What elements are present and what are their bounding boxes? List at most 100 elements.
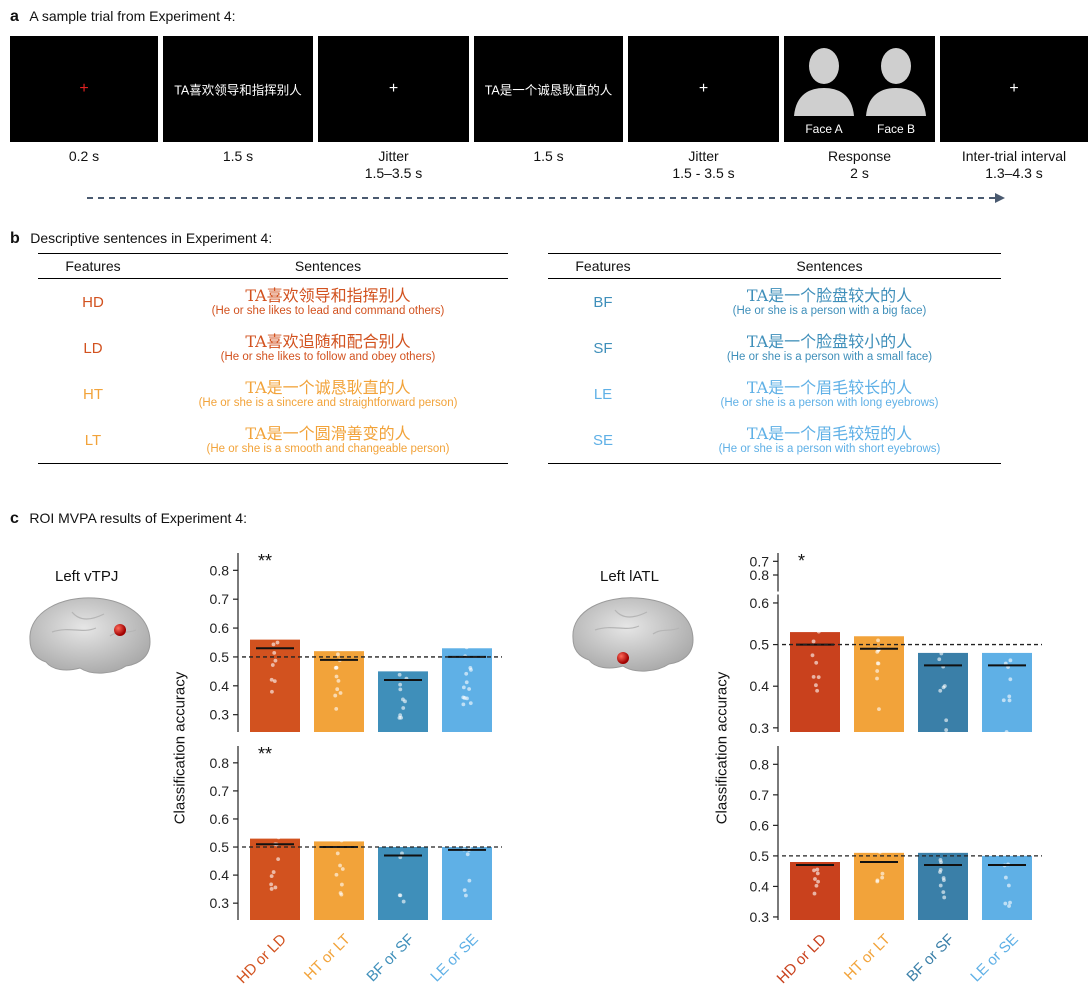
chart-vtpj-current: 0.30.40.50.60.70.8**Current sentence	[210, 744, 502, 920]
subject-dot	[814, 683, 818, 688]
bar-ht-or-lt	[314, 651, 364, 732]
timing-duration: 1.5 s	[222, 148, 254, 164]
sentence-cell: TA是一个脸盘较小的人 (He or she is a person with a…	[658, 325, 1001, 371]
subject-dot	[275, 640, 280, 645]
subject-dot	[940, 594, 945, 599]
subject-dot	[876, 837, 881, 841]
subject-dot	[339, 838, 344, 843]
subject-dot	[815, 871, 820, 876]
y-tick-label: 0.4	[210, 678, 230, 694]
timing-range: 1.5 - 3.5 s	[672, 165, 735, 181]
timing-duration: 1.5 s	[533, 148, 564, 164]
subject-dot	[339, 882, 344, 887]
subject-dot	[271, 604, 276, 609]
subject-dot	[939, 628, 944, 633]
subject-dot	[275, 597, 280, 602]
y-tick-label: 0.8	[750, 567, 770, 583]
subject-dot	[1003, 875, 1008, 880]
subject-dot	[811, 841, 816, 846]
subject-dot	[875, 650, 880, 654]
subject-dot	[269, 882, 274, 887]
trial-frame-2: TA喜欢领导和指挥别人	[163, 36, 313, 142]
col-header-features: Features	[548, 253, 658, 279]
subject-dot	[270, 689, 274, 694]
subject-dot	[880, 871, 885, 876]
subject-dot	[1007, 694, 1012, 699]
subject-dot	[273, 658, 278, 663]
subject-dot	[461, 685, 466, 690]
panel-c-header: c ROI MVPA results of Experiment 4:	[10, 510, 247, 528]
subject-dot	[466, 624, 471, 629]
subject-dot	[333, 693, 338, 698]
x-category-label: BF or SF	[363, 931, 417, 985]
panel-c-letter: c	[10, 510, 19, 527]
sentence-table-left: Features Sentences HD TA喜欢领导和指挥别人 (He or she…	[38, 253, 508, 464]
bar-le-or-se	[982, 855, 1032, 920]
chart-latl-current: 0.30.40.50.60.70.8Current sentence	[750, 746, 1042, 925]
subject-dot	[462, 826, 467, 831]
brain-vtpj-icon	[29, 597, 151, 674]
timeline-arrow	[87, 193, 1005, 203]
subject-dot	[880, 875, 885, 880]
sentence-translation: (He or she is a person with a small face…	[726, 350, 933, 363]
subject-dot	[811, 639, 816, 644]
subject-dot	[815, 867, 820, 872]
subject-dot	[811, 575, 816, 580]
subject-dot	[1006, 649, 1010, 653]
subject-dot	[942, 833, 947, 838]
subject-dot	[338, 691, 343, 695]
feature-code: SE	[592, 431, 613, 449]
roi-left-label: Left vTPJ	[55, 568, 119, 585]
subject-dot	[464, 680, 469, 685]
stimulus-sentence: TA是一个诚恳耿直的人	[484, 83, 613, 98]
xlabels-latl: HD or LD HT or LT BF or SF LE or SE	[774, 931, 1022, 987]
sentence-cell: TA是一个诚恳耿直的人 (He or she is a sincere and s…	[148, 371, 508, 417]
subject-dot	[816, 675, 821, 680]
sentence-translation: (He or she likes to follow and obey othe…	[220, 350, 436, 363]
x-category-label: BF or SF	[903, 931, 957, 985]
subject-dot	[1004, 604, 1008, 608]
subject-dot	[467, 878, 472, 883]
timing-label-4: 1.5 s	[474, 148, 624, 165]
subject-dot	[941, 890, 946, 895]
trial-frame-5: +	[628, 36, 779, 142]
subject-dot	[812, 822, 817, 827]
subject-dot	[1008, 832, 1012, 837]
subject-dot	[1004, 827, 1008, 831]
subject-dot	[270, 600, 275, 604]
subject-dot	[401, 706, 406, 710]
subject-dot	[400, 814, 405, 819]
subject-dot	[401, 899, 406, 904]
subject-dot	[816, 629, 821, 634]
face-silhouette-icons	[794, 48, 926, 116]
subject-dot	[401, 697, 405, 702]
bar-bf-or-sf	[378, 671, 428, 732]
trial-frame-4: TA是一个诚恳耿直的人	[474, 36, 623, 142]
brain-latl-icon	[572, 597, 694, 672]
trial-frame-6: Face A Face B	[784, 36, 935, 142]
bar-le-or-se	[442, 847, 492, 920]
subject-dot	[334, 674, 339, 679]
y-tick-label: 0.6	[210, 620, 230, 636]
subject-dot	[336, 818, 341, 823]
timing-range: 2 s	[850, 165, 869, 181]
subject-dot	[463, 893, 468, 898]
panel-b-title: Descriptive sentences in Experiment 4:	[30, 230, 273, 246]
panel-c-title: ROI MVPA results of Experiment 4:	[29, 510, 247, 526]
subject-dot	[1003, 851, 1008, 856]
y-tick-label: 0.6	[750, 817, 770, 833]
trial-frame-7: +	[940, 36, 1088, 142]
x-category-label: HD or LD	[774, 931, 830, 987]
sentence-cell: TA喜欢追随和配合别人 (He or she likes to follow an…	[148, 325, 508, 371]
subject-dot	[1007, 822, 1011, 826]
y-tick-label: 0.7	[750, 553, 770, 569]
subject-dot	[337, 823, 341, 827]
subject-dot	[398, 893, 403, 898]
sentence-chinese: TA喜欢追随和配合别人	[245, 331, 411, 351]
sentence-chinese: TA是一个脸盘较大的人	[746, 285, 913, 305]
subject-dot	[812, 891, 817, 896]
subject-dot	[938, 870, 942, 874]
sentence-translation: (He or she likes to lead and command oth…	[211, 304, 445, 317]
subject-dot	[945, 600, 949, 605]
subject-dot	[464, 671, 469, 676]
